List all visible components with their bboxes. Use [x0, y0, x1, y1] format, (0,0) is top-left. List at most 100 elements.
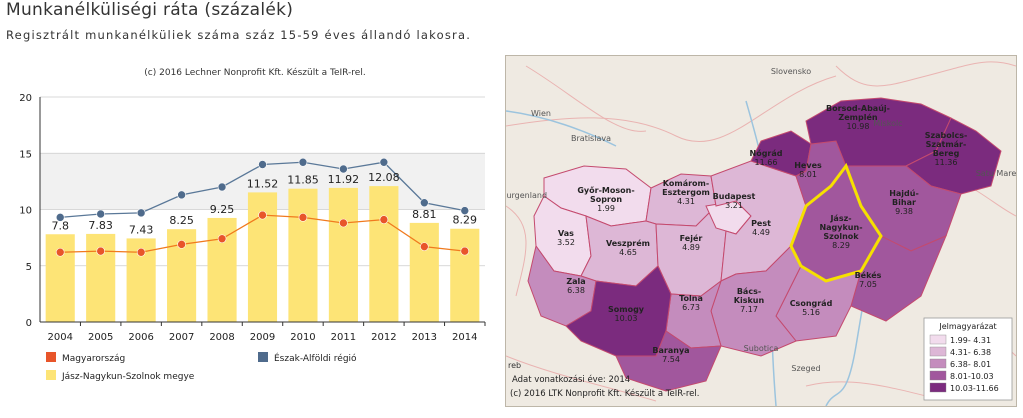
line-point[interactable]: [420, 242, 429, 251]
page-title: Munkanélküliségi ráta (százalék): [6, 0, 294, 20]
place-label: Slovensko: [771, 67, 811, 76]
line-point[interactable]: [177, 240, 186, 249]
county-name-label: Bihar: [892, 198, 916, 207]
map-legend-label: 8.01-10.03: [950, 372, 994, 381]
county-value-label: 5.16: [802, 308, 820, 317]
chart-credit: (c) 2016 Lechner Nonprofit Kft. Készült …: [144, 67, 365, 78]
county-name-label: Szolnok: [823, 232, 859, 241]
bar[interactable]: [409, 222, 439, 322]
county-layer: [527, 97, 1002, 392]
line-point[interactable]: [379, 215, 389, 224]
y-tick-label: 15: [19, 149, 32, 160]
county-value-label: 8.29: [832, 241, 850, 250]
county-value-label: 4.31: [677, 197, 695, 206]
county-value-label: 7.05: [859, 280, 877, 289]
place-label: Subotica: [744, 344, 779, 353]
y-tick-label: 0: [26, 318, 32, 329]
line-point[interactable]: [379, 157, 389, 167]
line-point[interactable]: [460, 206, 470, 215]
county-name-label: Zemplén: [838, 112, 877, 122]
county-name-label: Budapest: [713, 192, 756, 201]
x-tick-label: 2005: [88, 332, 113, 343]
bar-value-label: 12.08: [368, 171, 400, 184]
county-name-label: Bereg: [933, 149, 960, 158]
place-label: Satu Mare: [976, 169, 1016, 178]
line-point[interactable]: [136, 247, 146, 257]
county-value-label: 10.98: [847, 122, 870, 131]
bar[interactable]: [450, 228, 480, 322]
county-bekes[interactable]: [850, 235, 947, 322]
county-name-label: Borsod-Abaúj-: [826, 104, 890, 113]
county-value-label: 4.65: [619, 248, 637, 257]
y-tick-label: 10: [19, 206, 32, 217]
map-legend-swatch: [929, 334, 947, 345]
bar-value-label: 11.92: [328, 173, 360, 186]
unemployment-chart: (c) 2016 Lechner Nonprofit Kft. Készült …: [19, 67, 486, 382]
map-attribution-fragment: reb: [508, 361, 521, 370]
map-legend-swatch: [929, 370, 947, 381]
x-tick-label: 2014: [452, 332, 477, 343]
legend-label: Észak-Alföldi régió: [274, 352, 357, 364]
map-year-label: Adat vonatkozási éve: 2014: [512, 374, 630, 385]
county-name-label: Komárom-: [663, 179, 709, 188]
county-name-label: Baranya: [652, 346, 689, 355]
county-value-label: 6.73: [682, 303, 700, 312]
county-name-label: Fejér: [680, 233, 703, 243]
bar-value-label: 8.29: [453, 214, 478, 227]
x-tick-label: 2008: [209, 332, 234, 343]
map-legend-title: Jelmagyarázat: [938, 322, 996, 331]
bar-value-label: 11.52: [247, 177, 279, 190]
county-name-label: Heves: [794, 161, 822, 170]
county-value-label: 4.49: [752, 228, 770, 237]
line-point[interactable]: [217, 182, 227, 192]
county-name-label: Csongrád: [790, 299, 833, 308]
county-name-label: Somogy: [608, 305, 645, 314]
line-point[interactable]: [55, 213, 65, 222]
line-point[interactable]: [177, 190, 186, 200]
county-name-label: Tolna: [679, 294, 703, 303]
place-label: Bratislava: [571, 134, 611, 143]
x-tick-label: 2006: [128, 332, 153, 343]
county-value-label: 3.21: [725, 201, 743, 210]
county-baranya[interactable]: [615, 330, 722, 392]
county-name-label: Kiskun: [734, 296, 765, 305]
line-point[interactable]: [258, 210, 267, 220]
line-point[interactable]: [217, 234, 227, 244]
line-point[interactable]: [96, 246, 105, 256]
map-legend: Jelmagyarázat 1.99- 4.31 4.31- 6.38 6.38- …: [923, 317, 1013, 401]
map-legend-label: 10.03-11.66: [950, 384, 999, 393]
line-point[interactable]: [298, 213, 308, 222]
line-point[interactable]: [55, 247, 65, 257]
line-point[interactable]: [339, 218, 348, 228]
map-legend-label: 4.31- 6.38: [950, 348, 991, 357]
county-value-label: 4.89: [682, 243, 700, 252]
line-point[interactable]: [460, 246, 470, 256]
county-name-label: Nógrád: [750, 148, 783, 158]
bar[interactable]: [288, 188, 318, 322]
line-point[interactable]: [258, 160, 267, 169]
line-point[interactable]: [339, 164, 348, 174]
bar-value-label: 8.25: [169, 214, 194, 227]
place-label: Burgenland: [506, 191, 547, 200]
county-value-label: 1.99: [597, 204, 615, 213]
bar[interactable]: [369, 186, 399, 322]
bar[interactable]: [328, 187, 358, 322]
county-map[interactable]: Győr-Moson- Sopron 1.99 Komárom- Esztergom 4.…: [505, 55, 1017, 407]
line-point[interactable]: [298, 157, 308, 167]
bar-value-label: 7.83: [88, 219, 113, 232]
place-label: Wien: [531, 109, 551, 118]
line-point[interactable]: [96, 209, 105, 219]
county-value-label: 3.52: [557, 238, 575, 247]
bar[interactable]: [45, 234, 75, 322]
line-point[interactable]: [420, 198, 429, 208]
x-tick-label: 2013: [412, 332, 437, 343]
map-svg: Győr-Moson-Sopron1.99Komárom-Esztergom4.…: [506, 61, 1016, 406]
line-point[interactable]: [136, 208, 146, 218]
county-name-label: Győr-Moson-: [577, 186, 634, 195]
map-legend-swatch: [929, 346, 947, 357]
county-name-label: Bács-: [737, 287, 761, 296]
x-tick-label: 2011: [331, 332, 356, 343]
x-tick-label: 2012: [371, 332, 396, 343]
selected-county-outline: [789, 162, 883, 283]
map-credit: (c) 2016 LTK Nonprofit Kft. Készült a Te…: [510, 388, 699, 399]
